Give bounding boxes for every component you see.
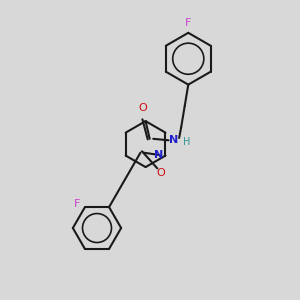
Text: N: N bbox=[154, 150, 164, 160]
Text: O: O bbox=[157, 168, 165, 178]
Text: F: F bbox=[185, 17, 191, 28]
Text: N: N bbox=[169, 135, 178, 145]
Text: O: O bbox=[139, 103, 147, 113]
Text: H: H bbox=[183, 137, 191, 147]
Text: F: F bbox=[74, 199, 80, 208]
